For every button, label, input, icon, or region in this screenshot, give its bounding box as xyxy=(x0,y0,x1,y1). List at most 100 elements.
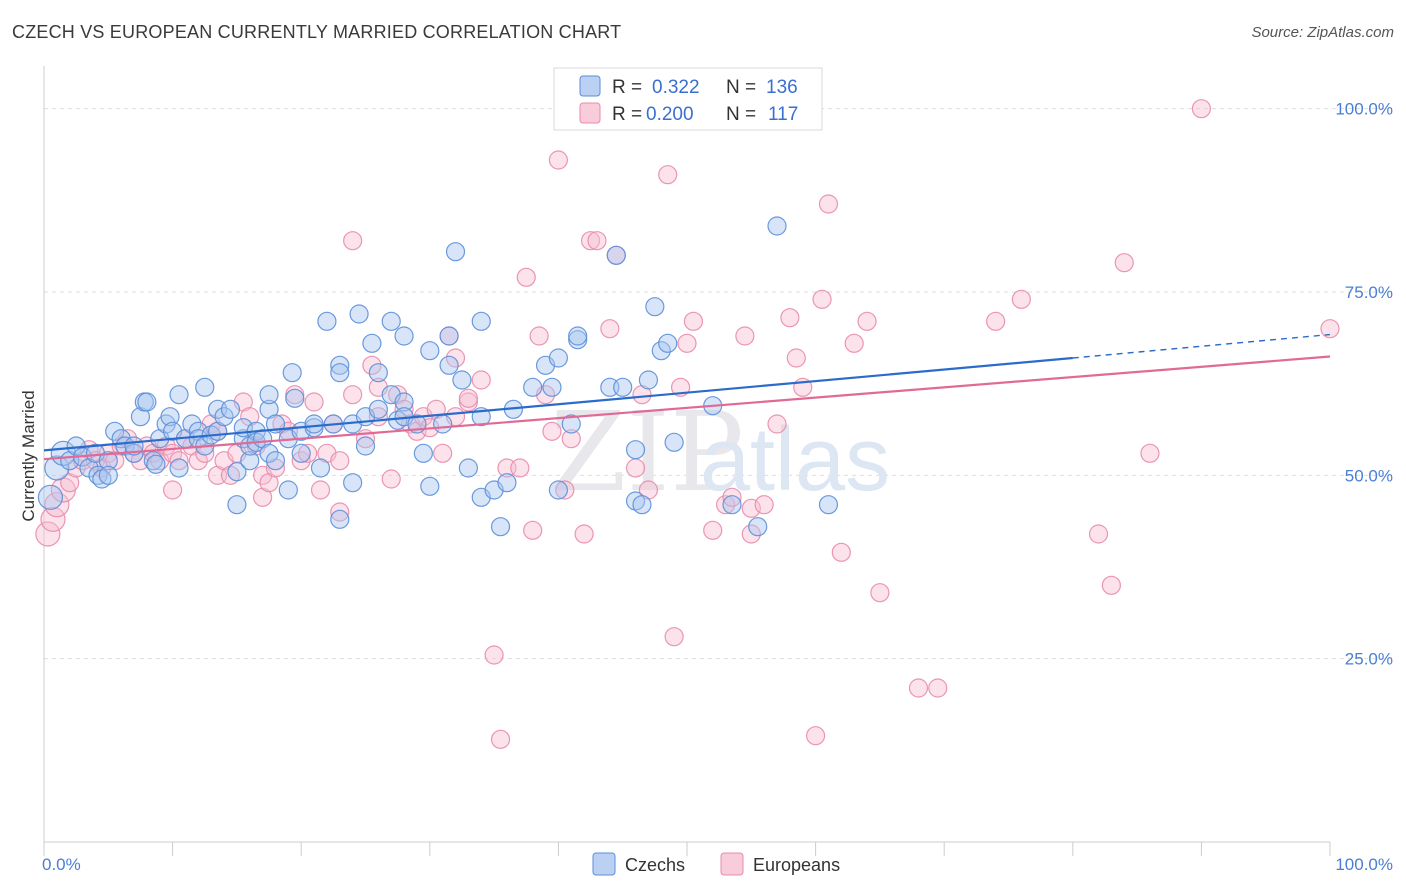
point-czechs-116 xyxy=(664,432,684,452)
point-czechs-108 xyxy=(613,377,633,397)
point-czechs-61 xyxy=(310,458,331,478)
source-label: Source: ZipAtlas.com xyxy=(1251,24,1394,41)
point-czechs-24 xyxy=(160,407,180,427)
watermark-zip: ZIP xyxy=(550,388,744,516)
point-europeans-97 xyxy=(703,520,723,540)
point-europeans-81 xyxy=(548,150,569,170)
point-czechs-74 xyxy=(368,399,388,419)
legend-n-label-czechs: N = xyxy=(726,77,756,98)
point-czechs-55 xyxy=(282,363,302,383)
point-europeans-106 xyxy=(786,348,806,368)
legend-swatch-czechs xyxy=(579,75,601,97)
point-europeans-54 xyxy=(362,355,382,375)
point-europeans-1 xyxy=(40,506,66,532)
point-czechs-1 xyxy=(44,455,70,481)
trend-line-europeans xyxy=(43,355,1331,461)
point-europeans-92 xyxy=(658,165,678,185)
trend-lines xyxy=(43,333,1331,461)
point-czechs-9 xyxy=(92,469,112,489)
point-czechs-39 xyxy=(227,495,247,515)
point-europeans-93 xyxy=(664,627,684,647)
point-czechs-88 xyxy=(445,242,466,262)
y-tick-label-3: 100.0% xyxy=(1335,100,1393,119)
legend-r-label-czechs: R = xyxy=(612,77,642,98)
point-europeans-122 xyxy=(1140,443,1160,463)
point-czechs-60 xyxy=(304,414,324,434)
point-czechs-0 xyxy=(37,484,64,510)
grid-lines xyxy=(44,108,1392,660)
point-czechs-120 xyxy=(767,216,787,236)
watermark-atlas: atlas xyxy=(700,410,890,510)
y-tick-label-2: 75.0% xyxy=(1345,283,1393,302)
point-europeans-96 xyxy=(683,311,704,331)
point-europeans-116 xyxy=(928,678,948,698)
y-axis-label: Currently Married xyxy=(19,390,38,521)
point-czechs-51 xyxy=(265,451,286,471)
point-czechs-101 xyxy=(548,348,569,368)
point-europeans-103 xyxy=(754,495,774,515)
legend-r-label-europeans: R = xyxy=(612,104,642,125)
point-czechs-10 xyxy=(98,451,118,471)
legend-n-label-europeans: N = xyxy=(726,104,756,125)
correlation-legend: R = 0.322 N = 136 R = 0.200 N = 117 xyxy=(553,67,823,131)
data-points xyxy=(35,99,1340,749)
point-europeans-109 xyxy=(812,289,832,309)
point-czechs-83 xyxy=(420,341,440,361)
point-czechs-62 xyxy=(317,311,337,331)
point-europeans-111 xyxy=(831,542,851,562)
legend-r-value-europeans: 0.200 xyxy=(646,104,694,125)
point-europeans-57 xyxy=(381,469,401,489)
point-czechs-103 xyxy=(561,414,581,434)
point-europeans-102 xyxy=(741,498,761,518)
point-europeans-76 xyxy=(516,267,536,287)
point-czechs-71 xyxy=(355,436,376,456)
point-czechs-64 xyxy=(330,355,350,375)
point-czechs-115 xyxy=(658,333,678,353)
point-europeans-77 xyxy=(523,520,543,540)
bottom-legend-label-europeans: Europeans xyxy=(753,855,840,875)
point-europeans-115 xyxy=(908,678,929,698)
point-czechs-19 xyxy=(137,392,157,412)
point-europeans-72 xyxy=(484,645,504,665)
point-czechs-105 xyxy=(568,326,588,346)
point-czechs-37 xyxy=(214,407,234,427)
point-czechs-57 xyxy=(291,443,311,463)
point-europeans-89 xyxy=(625,458,646,478)
point-czechs-121 xyxy=(818,495,839,515)
point-czechs-112 xyxy=(638,370,659,390)
point-europeans-99 xyxy=(722,487,742,507)
point-czechs-69 xyxy=(349,304,369,324)
legend-n-value-czechs: 136 xyxy=(766,77,798,98)
point-czechs-93 xyxy=(471,311,491,331)
point-europeans-50 xyxy=(330,502,350,522)
point-europeans-83 xyxy=(561,429,581,449)
axes xyxy=(43,66,1331,856)
point-europeans-120 xyxy=(1101,575,1121,595)
point-czechs-38 xyxy=(220,399,241,419)
point-europeans-101 xyxy=(741,524,761,544)
y-tick-label-1: 50.0% xyxy=(1345,466,1393,485)
point-czechs-20 xyxy=(143,451,163,471)
point-europeans-75 xyxy=(510,458,530,478)
point-europeans-65 xyxy=(433,443,453,463)
trend-line-czechs xyxy=(43,356,1073,452)
point-czechs-98 xyxy=(523,377,543,397)
x-tick-label-0: 0.0% xyxy=(42,855,81,874)
point-czechs-90 xyxy=(458,458,478,478)
point-czechs-73 xyxy=(368,363,388,383)
legend-r-value-czechs: 0.322 xyxy=(652,77,700,98)
point-europeans-110 xyxy=(818,194,839,214)
point-europeans-70 xyxy=(458,388,478,408)
point-europeans-84 xyxy=(574,524,594,544)
point-czechs-78 xyxy=(394,392,414,412)
point-europeans-51 xyxy=(343,385,363,405)
point-czechs-114 xyxy=(651,341,671,361)
point-czechs-72 xyxy=(362,333,382,353)
point-czechs-102 xyxy=(548,480,569,500)
point-europeans-31 xyxy=(220,465,241,485)
point-europeans-119 xyxy=(1088,524,1109,544)
x-tick-label-1: 100.0% xyxy=(1335,855,1393,874)
point-europeans-86 xyxy=(587,231,607,251)
point-europeans-108 xyxy=(805,726,826,746)
